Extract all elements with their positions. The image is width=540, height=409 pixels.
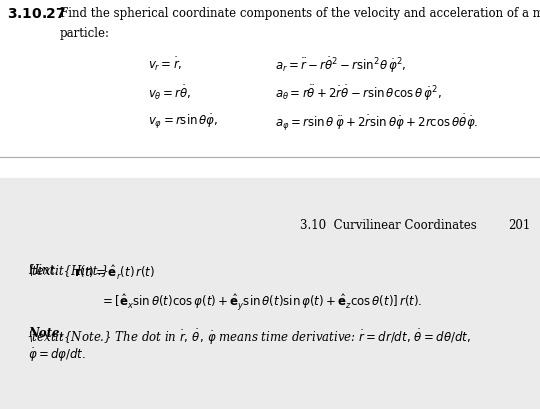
Text: 3.10  Curvilinear Coordinates: 3.10 Curvilinear Coordinates: [300, 219, 477, 232]
Text: \textit{Note.} The dot in $\dot{r},\,\dot{\theta},\,\dot{\varphi}$ means time de: \textit{Note.} The dot in $\dot{r},\,\do…: [28, 327, 471, 347]
Text: $v_r = \dot{r},$: $v_r = \dot{r},$: [148, 55, 183, 73]
Text: $\mathbf{r}(t) = \hat{\mathbf{e}}_r(t)\,r(t)$: $\mathbf{r}(t) = \hat{\mathbf{e}}_r(t)\,…: [74, 264, 155, 282]
Text: $\mathbf{3.10.27}$: $\mathbf{3.10.27}$: [7, 7, 66, 21]
Bar: [0, 178, 540, 409]
Text: $a_\varphi = r\sin\theta\,\ddot{\varphi} + 2\dot{r}\sin\theta\dot{\varphi} + 2r\: $a_\varphi = r\sin\theta\,\ddot{\varphi}…: [275, 112, 478, 133]
Text: $v_\theta = r\dot{\theta},$: $v_\theta = r\dot{\theta},$: [148, 84, 191, 102]
Text: $a_\theta = r\ddot{\theta} + 2\dot{r}\dot{\theta} - r\sin\theta\cos\theta\,\dot{: $a_\theta = r\ddot{\theta} + 2\dot{r}\do…: [275, 84, 442, 103]
Text: Note.: Note.: [28, 327, 64, 340]
Text: Find the spherical coordinate components of the velocity and acceleration of a m: Find the spherical coordinate components…: [60, 7, 540, 20]
Text: \textit{Hint.}: \textit{Hint.}: [28, 264, 109, 277]
Text: $= [\hat{\mathbf{e}}_x \sin\theta(t)\cos\varphi(t) + \hat{\mathbf{e}}_y \sin\the: $= [\hat{\mathbf{e}}_x \sin\theta(t)\cos…: [100, 292, 422, 312]
Text: Hint.: Hint.: [28, 264, 58, 277]
Text: $v_\varphi = r\sin\theta\dot{\varphi},$: $v_\varphi = r\sin\theta\dot{\varphi},$: [148, 112, 218, 131]
Text: $a_r = \ddot{r} - r\dot{\theta}^2 - r\sin^2\!\theta\,\dot{\varphi}^2,$: $a_r = \ddot{r} - r\dot{\theta}^2 - r\si…: [275, 55, 406, 75]
Text: $\dot{\varphi} = d\varphi/dt.$: $\dot{\varphi} = d\varphi/dt.$: [28, 347, 86, 364]
Text: 201: 201: [508, 219, 530, 232]
Text: particle:: particle:: [60, 27, 110, 40]
